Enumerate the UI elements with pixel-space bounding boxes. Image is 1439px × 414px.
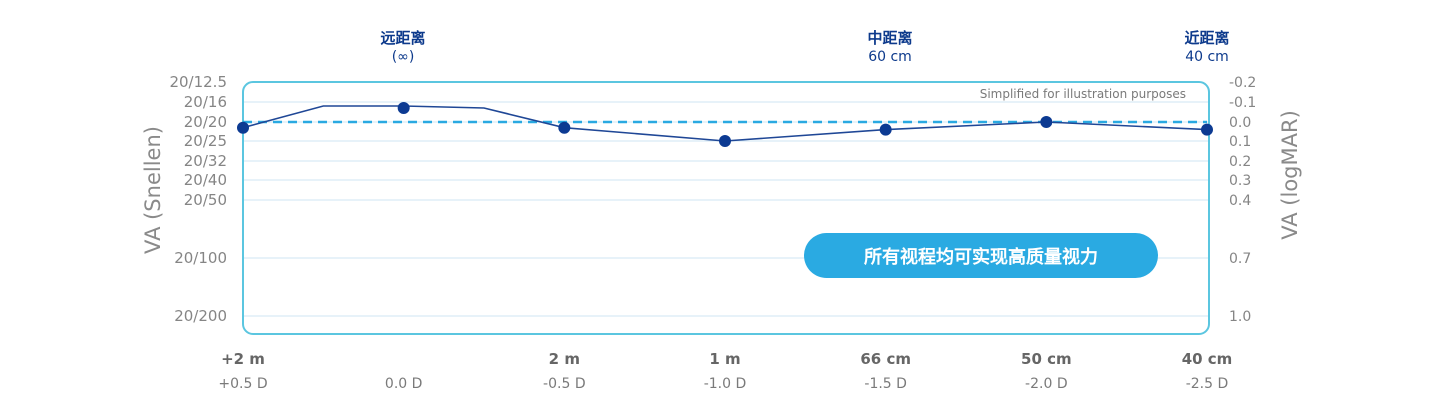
- left-tick-label: 20/40: [184, 171, 227, 189]
- x-distance-label: 50 cm: [1021, 350, 1072, 368]
- right-tick-label: 0.2: [1229, 154, 1251, 170]
- plot-frame: [242, 81, 1210, 335]
- left-tick-label: 20/12.5: [169, 73, 227, 91]
- distance-heading-mid: 中距离 60 cm: [867, 29, 912, 65]
- right-tick-label: 0.1: [1229, 134, 1251, 150]
- left-tick-label: 20/32: [184, 152, 227, 170]
- right-tick-label: 0.3: [1229, 173, 1251, 189]
- data-point: [1201, 123, 1213, 136]
- distance-heading-far-sub: (∞): [392, 49, 415, 65]
- x-diopter-label: -1.0 D: [704, 376, 747, 392]
- distance-heading-far-label: 远距离: [380, 29, 425, 47]
- x-distance-label: 2 m: [549, 350, 580, 368]
- data-point: [237, 121, 249, 134]
- left-axis-label: VA (Snellen): [141, 126, 165, 254]
- x-distance-label: 66 cm: [860, 350, 911, 368]
- right-tick-label: -0.2: [1229, 75, 1256, 91]
- distance-heading-near-sub: 40 cm: [1185, 49, 1229, 65]
- distance-heading-mid-sub: 60 cm: [868, 49, 912, 65]
- left-tick-label: 20/20: [184, 113, 227, 131]
- right-axis-label: VA (logMAR): [1278, 110, 1302, 240]
- x-distance-label: 1 m: [709, 350, 740, 368]
- right-axis-ticks: -0.2 -0.1 0.0 0.1 0.2 0.3 0.4 0.7 1.0: [1229, 75, 1256, 325]
- distance-heading-far: 远距离 (∞): [380, 29, 425, 65]
- distance-heading-near: 近距离 40 cm: [1184, 29, 1229, 65]
- data-points: [237, 102, 1213, 147]
- badge-text: 所有视程均可实现高质量视力: [864, 246, 1098, 268]
- left-tick-label: 20/16: [184, 93, 227, 111]
- x-diopter-label: 0.0 D: [385, 376, 423, 392]
- x-diopter-label: -0.5 D: [543, 376, 586, 392]
- x-diopter-label: -2.0 D: [1025, 376, 1068, 392]
- x-distance-label: 40 cm: [1182, 350, 1233, 368]
- x-diopter-label: +0.5 D: [218, 376, 267, 392]
- data-point: [719, 135, 731, 147]
- badge-bg: [804, 233, 1158, 278]
- x-axis-labels: +2 m 2 m 1 m 66 cm 50 cm 40 cm +0.5 D 0.0 D -0.5…: [218, 350, 1232, 392]
- x-diopter-label: -2.5 D: [1186, 376, 1229, 392]
- left-tick-label: 20/200: [174, 307, 227, 325]
- right-tick-label: 1.0: [1229, 309, 1251, 325]
- left-tick-label: 20/50: [184, 191, 227, 209]
- right-tick-label: 0.0: [1229, 115, 1251, 131]
- x-distance-label: +2 m: [221, 350, 265, 368]
- data-point: [1040, 116, 1053, 128]
- data-point: [879, 123, 892, 136]
- right-tick-label: 0.7: [1229, 251, 1251, 267]
- x-diopter-label: -1.5 D: [864, 376, 907, 392]
- distance-heading-near-label: 近距离: [1184, 29, 1229, 47]
- left-tick-label: 20/100: [174, 249, 227, 267]
- annotation-text: Simplified for illustration purposes: [980, 87, 1186, 101]
- right-tick-label: -0.1: [1229, 95, 1256, 111]
- data-point: [558, 121, 571, 134]
- distance-heading-mid-label: 中距离: [867, 29, 912, 47]
- right-tick-label: 0.4: [1229, 193, 1251, 209]
- data-point: [397, 102, 410, 114]
- gridlines: [244, 101, 1208, 317]
- left-tick-label: 20/25: [184, 132, 227, 150]
